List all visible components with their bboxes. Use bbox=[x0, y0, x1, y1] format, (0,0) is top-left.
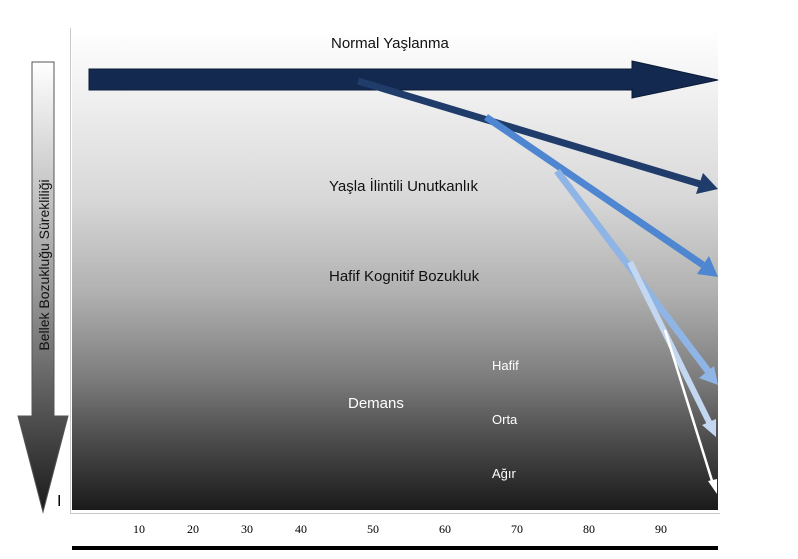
mci-label: Hafif Kognitif Bozukluk bbox=[329, 268, 480, 285]
x-tick-label: 50 bbox=[367, 522, 379, 536]
normal-aging-label: Normal Yaşlanma bbox=[331, 35, 449, 52]
mci-arrow bbox=[484, 114, 718, 277]
diagram-background bbox=[72, 30, 718, 510]
x-tick-label: 60 bbox=[439, 522, 451, 536]
normal-aging-arrow bbox=[88, 60, 719, 99]
memory-continuum-arrow bbox=[17, 61, 69, 514]
x-tick-label: 80 bbox=[583, 522, 595, 536]
x-tick-label: 70 bbox=[511, 522, 523, 536]
dementia-moderate-arrow bbox=[627, 260, 716, 437]
dementia-label: Demans bbox=[348, 395, 404, 412]
x-tick-label: 10 bbox=[133, 522, 145, 536]
y-axis-title: Bellek Bozukluğu Sürekliliği bbox=[36, 179, 52, 351]
panel-bottom-border bbox=[70, 513, 720, 514]
x-tick-label: 90 bbox=[655, 522, 667, 536]
severity-mild-label: Hafif bbox=[492, 358, 519, 373]
forgetfulness-label: Yaşla İlintili Unutkanlık bbox=[329, 178, 478, 195]
severity-severe-label: Ağır bbox=[492, 466, 516, 481]
x-tick-label: 30 bbox=[241, 522, 253, 536]
panel-left-border bbox=[70, 28, 71, 514]
age-axis-bar bbox=[72, 546, 718, 550]
dementia-severe-arrow bbox=[663, 329, 717, 494]
x-tick-label: 40 bbox=[295, 522, 307, 536]
y-axis-marker: I bbox=[57, 493, 62, 510]
forgetfulness-arrow bbox=[356, 77, 718, 194]
severity-moderate-label: Orta bbox=[492, 412, 518, 427]
x-tick-label: 20 bbox=[187, 522, 199, 536]
